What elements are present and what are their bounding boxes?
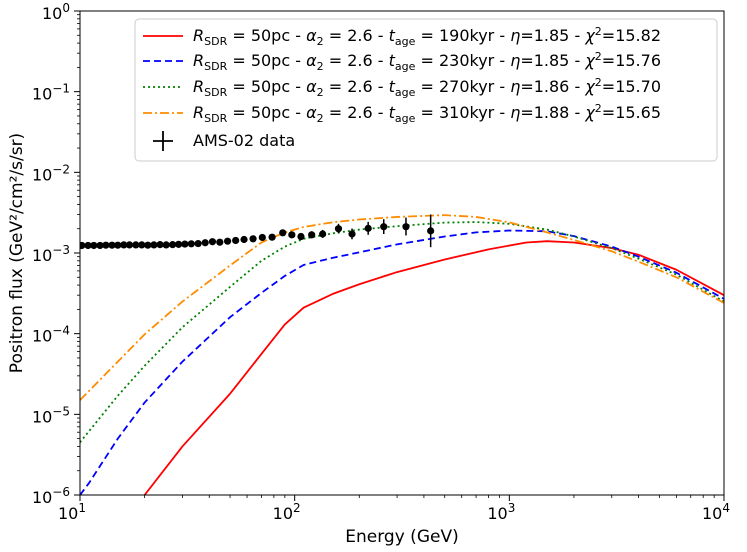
series-line-3 <box>80 221 724 443</box>
ams02-data-point <box>125 241 134 249</box>
legend-label-data: AMS-02 data <box>193 131 295 150</box>
y-tick-label: 10−3 <box>32 243 70 265</box>
ams02-data-point <box>297 232 305 241</box>
ams02-data-point <box>308 231 316 239</box>
legend-box <box>134 18 718 162</box>
y-tick-label: 10−4 <box>32 324 70 346</box>
ams02-data-point <box>319 230 327 238</box>
legend-label-1: RSDR = 50pc - α2 = 2.6 - tage = 190kyr -… <box>193 25 661 48</box>
ams02-data-layer <box>80 214 435 250</box>
ams02-data-point <box>402 223 410 231</box>
ams02-data-point <box>187 240 195 248</box>
ams02-data-point <box>150 241 158 249</box>
x-tick-label: 102 <box>273 501 301 523</box>
plot-frame <box>79 10 725 496</box>
ams02-data-point <box>132 241 140 249</box>
ams02-data-point <box>232 236 240 245</box>
ams02-data-point <box>156 241 164 249</box>
y-axis-label: Positron flux (GeV²/cm²/s/sr) <box>7 133 27 373</box>
ams02-data-point <box>223 237 232 245</box>
ams02-data-point <box>427 227 435 235</box>
legend: RSDR = 50pc - α2 = 2.6 - tage = 190kyr -… <box>134 18 718 162</box>
x-axis-label: Energy (GeV) <box>345 527 458 547</box>
ams02-data-point <box>279 229 287 237</box>
ams02-data-point <box>114 241 122 249</box>
ams02-data-point <box>90 241 98 250</box>
ams02-data-point <box>108 241 116 249</box>
x-tick-label: 104 <box>702 501 730 523</box>
ams02-data-point <box>258 233 266 242</box>
ams02-data-point <box>84 241 92 250</box>
ams02-data-point <box>268 233 276 241</box>
ams02-data-point <box>175 240 183 248</box>
y-tick-label: 100 <box>42 1 70 23</box>
ams02-data-point <box>96 241 104 250</box>
ams02-data-point <box>181 240 189 248</box>
y-tick-label: 10−1 <box>32 82 70 104</box>
series-layer <box>80 214 724 495</box>
ams02-data-point <box>348 230 356 238</box>
ams02-data-point <box>240 235 248 244</box>
x-tick-label: 101 <box>58 501 86 523</box>
legend-entries: RSDR = 50pc - α2 = 2.6 - tage = 190kyr -… <box>143 25 661 151</box>
y-tick-label: 10−2 <box>32 162 70 184</box>
ams02-data-point <box>138 241 146 249</box>
ams02-data-point <box>249 235 257 243</box>
ams02-data-point <box>194 239 202 248</box>
y-tick-label: 10−6 <box>32 485 70 507</box>
ams02-data-point <box>168 241 177 249</box>
ams02-data-point <box>208 238 217 246</box>
ams02-data-point <box>201 239 209 247</box>
ams02-data-point <box>162 241 170 249</box>
ams02-data-point <box>380 223 388 231</box>
x-tick-label: 103 <box>487 501 515 523</box>
ams02-data-point <box>364 224 372 232</box>
ams02-data-point <box>102 241 110 249</box>
ams02-data-point <box>288 231 296 239</box>
ams02-data-point <box>144 241 152 249</box>
ams02-data-point <box>80 241 86 250</box>
series-line-4 <box>80 214 724 401</box>
legend-label-3: RSDR = 50pc - α2 = 2.6 - tage = 270kyr -… <box>193 76 661 99</box>
ams02-data-point <box>120 241 128 249</box>
legend-label-2: RSDR = 50pc - α2 = 2.6 - tage = 230kyr -… <box>193 50 661 73</box>
ams02-data-point <box>216 238 224 246</box>
ams02-data-point <box>334 225 343 233</box>
legend-label-4: RSDR = 50pc - α2 = 2.6 - tage = 310kyr -… <box>193 102 661 125</box>
tick-labels: 101 102 103 104 10−6 10−5 10−4 10−3 10−2 10−1 100 <box>32 1 730 523</box>
y-tick-label: 10−5 <box>32 404 70 426</box>
